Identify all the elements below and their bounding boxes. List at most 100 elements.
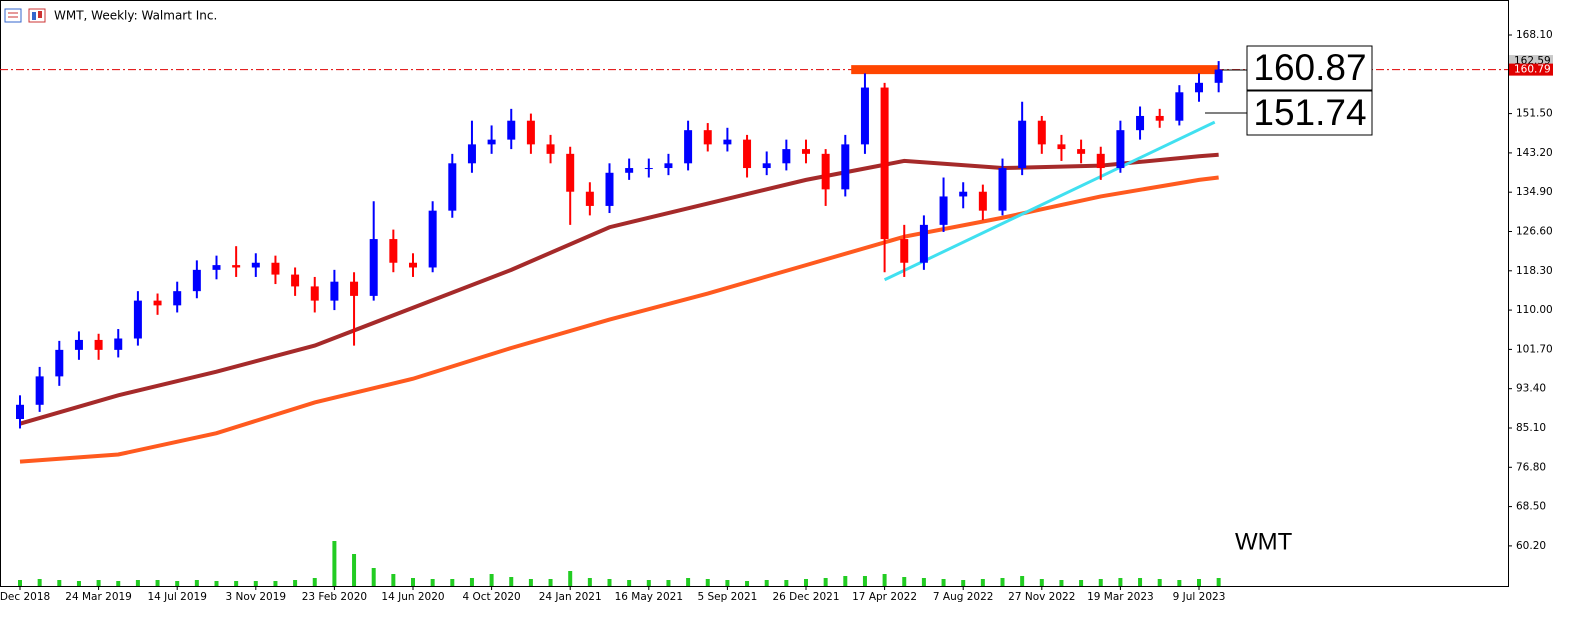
moving-average xyxy=(19,175,1219,464)
y-tick-label: 126.60 xyxy=(1516,225,1553,237)
y-tick-label: 168.10 xyxy=(1516,29,1553,41)
x-tick-label: 3 Nov 2019 xyxy=(226,591,287,603)
volume-bar xyxy=(646,580,651,586)
volume-bar xyxy=(253,581,258,586)
volume-bar xyxy=(509,577,514,586)
volume-bar xyxy=(234,581,239,586)
volume-bar xyxy=(1118,578,1123,586)
volume-bar xyxy=(804,579,808,586)
volume-bar xyxy=(293,580,298,586)
candle-body xyxy=(546,144,555,154)
chart-title: WMT, Weekly: Walmart Inc. xyxy=(54,9,217,23)
volume-bar xyxy=(627,580,632,586)
volume-bar xyxy=(155,580,160,586)
candle-body xyxy=(919,224,928,263)
candle-body xyxy=(16,404,24,419)
candle-body xyxy=(841,144,850,190)
candle-body xyxy=(192,269,201,292)
volume-bar xyxy=(430,579,435,586)
y-tick-label: 143.20 xyxy=(1516,147,1553,159)
volume-bar xyxy=(76,581,81,586)
candle-body xyxy=(212,265,221,270)
trend-line xyxy=(883,120,1216,282)
volume-bar xyxy=(941,579,946,586)
candle-body xyxy=(1057,144,1066,150)
volume-bar xyxy=(352,554,357,586)
volume-bar xyxy=(1157,579,1162,586)
volume-bar xyxy=(823,578,828,586)
candle-body xyxy=(310,286,319,301)
volume-bar xyxy=(135,580,140,586)
candle-body xyxy=(1175,92,1184,121)
candle-body xyxy=(684,130,693,164)
candle-body xyxy=(880,87,889,240)
candle-body xyxy=(1096,153,1105,169)
x-tick-label: 14 Jul 2019 xyxy=(147,591,206,603)
candle-body xyxy=(566,153,575,192)
candle-body xyxy=(762,163,771,169)
volume-bar xyxy=(411,578,415,586)
candle-body xyxy=(291,274,300,287)
volume-bar xyxy=(882,574,887,586)
candle-body xyxy=(467,144,476,164)
volume-bar xyxy=(843,576,848,586)
volume-bar xyxy=(1079,580,1084,586)
candle-body xyxy=(585,191,594,206)
volume-bar xyxy=(37,579,42,586)
y-tick-label: 110.00 xyxy=(1516,304,1553,316)
volume-bar xyxy=(116,581,121,586)
annotation: 160.87 xyxy=(1253,47,1366,88)
candle-body xyxy=(625,168,634,173)
x-tick-label: 17 Apr 2022 xyxy=(852,591,917,603)
y-tick-label: 76.80 xyxy=(1516,461,1546,473)
x-tick-label: 5 Sep 2021 xyxy=(697,591,757,603)
candle-body xyxy=(978,191,987,211)
x-tick-label: 27 Nov 2022 xyxy=(1008,591,1075,603)
volume-bar xyxy=(312,578,317,586)
candle-body xyxy=(94,339,103,350)
volume-bar xyxy=(784,580,789,586)
volume-bar xyxy=(194,580,199,586)
x-tick-label: 4 Oct 2020 xyxy=(462,591,520,603)
volume-bar xyxy=(528,579,533,586)
candle-body xyxy=(802,149,810,154)
y-tick-label: 118.30 xyxy=(1516,265,1553,277)
candle-body xyxy=(959,191,968,197)
candle-body xyxy=(369,239,378,296)
candle-body xyxy=(1136,115,1145,131)
x-tick-label: 24 Mar 2019 xyxy=(65,591,132,603)
volume-bar xyxy=(273,581,278,586)
price-tag-bg xyxy=(1509,63,1553,76)
volume-bar xyxy=(1039,579,1044,586)
candle-body xyxy=(1018,120,1027,169)
candle-body xyxy=(251,262,260,268)
candle-body xyxy=(1155,115,1164,121)
volume-bar xyxy=(686,578,691,586)
volume-bar xyxy=(921,578,926,586)
volume-bar xyxy=(1177,580,1182,586)
x-tick-label: 19 Mar 2023 xyxy=(1087,591,1154,603)
candle-body xyxy=(428,210,437,268)
x-tick-label: 26 Dec 2021 xyxy=(772,591,839,603)
volume-bar xyxy=(332,541,337,586)
candle-body xyxy=(782,149,791,164)
volume-bar xyxy=(450,579,455,586)
candle-body xyxy=(507,120,516,140)
toolbar-icons xyxy=(4,8,46,23)
volume-bar xyxy=(587,578,592,586)
volume-bar xyxy=(548,579,553,586)
candle-body xyxy=(55,349,64,377)
candle-body xyxy=(860,87,869,145)
candle-body xyxy=(350,281,359,296)
candle-body xyxy=(153,300,162,306)
candle-body xyxy=(35,376,44,405)
x-tick-label: 7 Aug 2022 xyxy=(933,591,994,603)
candle-body xyxy=(743,139,752,169)
volume-bar xyxy=(18,580,22,586)
volume-bar xyxy=(902,577,907,586)
volume-bar xyxy=(607,579,612,586)
volume-bar xyxy=(745,581,750,586)
volume-bar xyxy=(666,580,671,586)
